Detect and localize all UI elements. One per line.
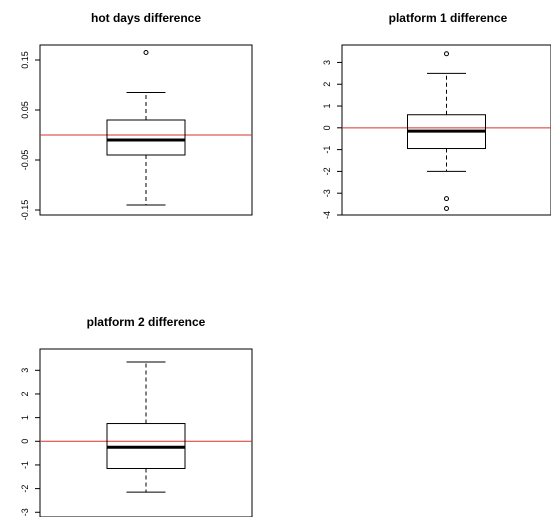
y-tick-label: 0.15	[20, 51, 30, 69]
panel-platform-1: platform 1 difference 3 2 1 0 -1 -2 -3 -4	[322, 11, 551, 219]
plot-frame	[39, 44, 253, 216]
y-tick-label: -0.05	[20, 150, 30, 171]
box	[106, 119, 186, 156]
y-tick-label: 2	[322, 82, 332, 87]
y-tick-label: -3	[322, 189, 332, 197]
chart-title: platform 1 difference	[389, 11, 508, 25]
chart-title: platform 2 difference	[87, 315, 206, 329]
chart-title: hot days difference	[91, 11, 201, 25]
y-tick-label: -1	[322, 146, 332, 154]
outlier-point	[444, 196, 449, 202]
y-tick-label: 2	[20, 391, 30, 396]
y-tick-label: 0	[322, 125, 332, 130]
plot-frame	[39, 348, 253, 517]
y-tick-label: -4	[322, 211, 332, 219]
y-tick-label: -3	[20, 508, 30, 516]
outlier-point	[143, 50, 149, 55]
plot-frame	[341, 44, 551, 216]
y-tick-label: -0.15	[20, 200, 30, 221]
outlier-point	[444, 205, 449, 211]
y-tick-label: 3	[322, 60, 332, 65]
panel-platform-2: platform 2 difference 3 2 1 0 -1 -2 -3	[20, 315, 253, 517]
y-tick-label: 0.05	[20, 101, 30, 119]
y-tick-label: 0	[20, 439, 30, 444]
y-tick-label: -2	[322, 167, 332, 175]
y-tick-label: 1	[322, 104, 332, 109]
y-tick-label: -2	[20, 485, 30, 493]
y-tick-label: 1	[20, 415, 30, 420]
y-tick-label: -1	[20, 461, 30, 469]
y-tick-label: 3	[20, 368, 30, 373]
outlier-point	[444, 51, 449, 57]
panel-hot-days: hot days difference 0.15 0.05 -0.05 -0.15	[20, 11, 253, 221]
